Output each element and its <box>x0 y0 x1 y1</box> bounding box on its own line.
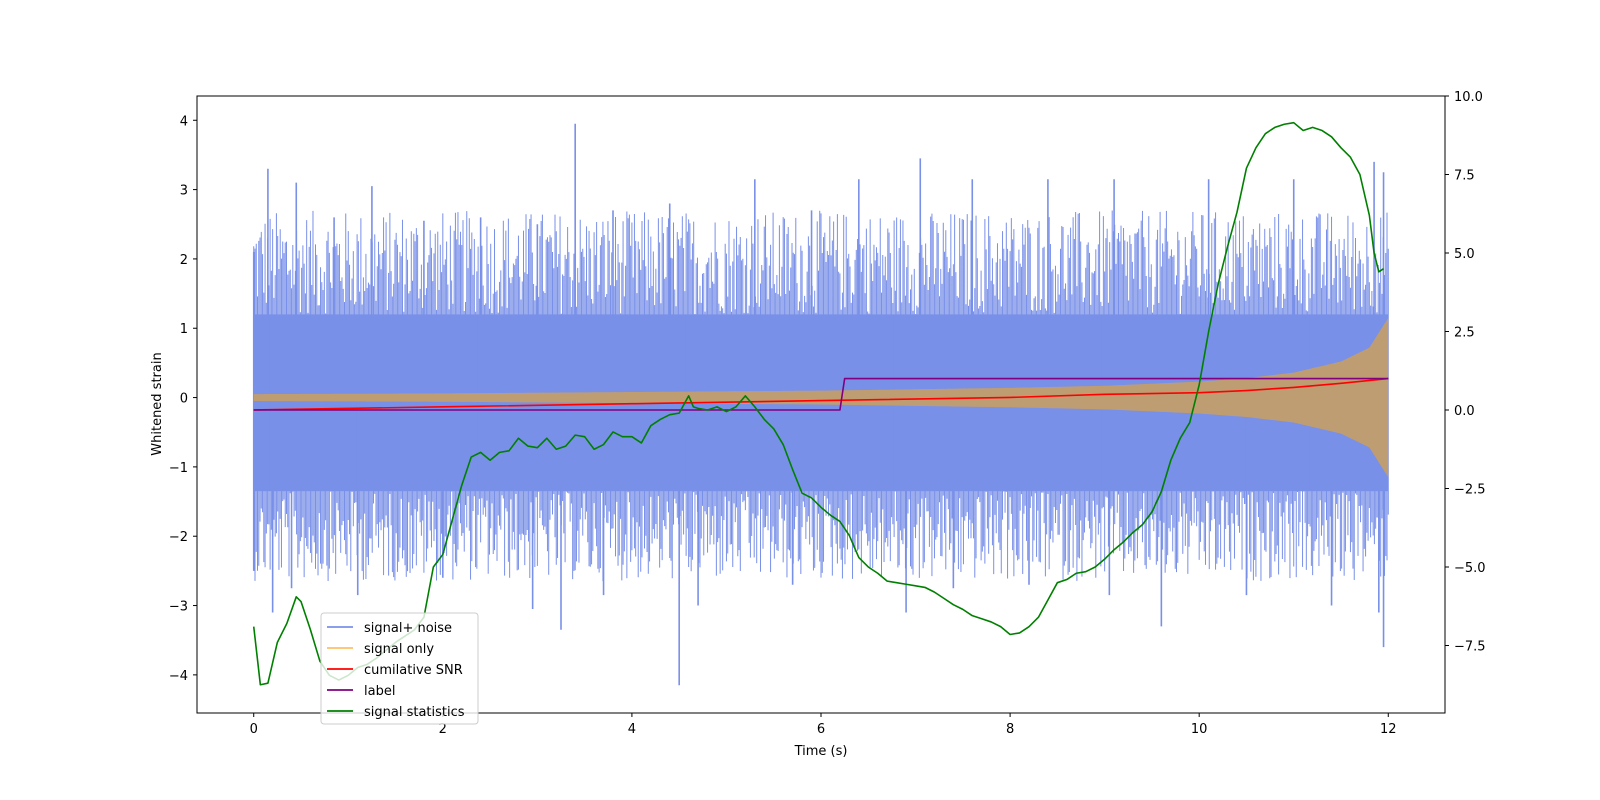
series-signal-statistics <box>252 121 1384 686</box>
x-tick-label: 12 <box>1380 722 1397 737</box>
legend-entry: signal+ noise <box>364 621 452 636</box>
series-signal-only <box>253 317 1389 478</box>
right-tick-label: 0.0 <box>1454 404 1475 419</box>
left-axis-ticks: −4 −3 −2 −1 0 1 2 3 4 <box>169 114 197 684</box>
plot-area <box>252 121 1389 686</box>
right-tick-label: 10.0 <box>1454 90 1483 105</box>
legend: signal+ noise signal only cumilative SNR la… <box>320 612 479 725</box>
legend-entry: signal statistics <box>364 705 465 720</box>
x-tick-label: 10 <box>1191 722 1208 737</box>
series-label <box>253 377 1389 411</box>
legend-box <box>320 612 479 725</box>
left-tick-label: 2 <box>180 253 188 268</box>
series-cumilative-snr <box>253 377 1389 411</box>
left-tick-label: −4 <box>169 669 188 684</box>
legend-entry: signal only <box>364 642 434 657</box>
right-tick-label: 5.0 <box>1454 247 1475 262</box>
right-tick-label: 2.5 <box>1454 325 1475 340</box>
right-tick-label: −7.5 <box>1454 639 1486 654</box>
right-axis-ticks: −7.5 −5.0 −2.5 0.0 2.5 5.0 7.5 10.0 <box>1445 90 1486 654</box>
x-axis-label: Time (s) <box>794 744 848 759</box>
x-tick-label: 4 <box>628 722 636 737</box>
left-tick-label: −1 <box>169 461 188 476</box>
noise-peaks <box>252 123 1385 686</box>
x-tick-label: 6 <box>817 722 825 737</box>
x-tick-label: 8 <box>1006 722 1014 737</box>
left-tick-label: −3 <box>169 600 188 615</box>
x-tick-label: 2 <box>439 722 447 737</box>
x-tick-label: 0 <box>250 722 258 737</box>
y-axis-label: Whitened strain <box>150 352 165 455</box>
left-tick-label: 4 <box>180 114 188 129</box>
left-tick-label: 3 <box>180 184 188 199</box>
x-axis-ticks: 0 2 4 6 8 10 12 <box>250 713 1397 737</box>
legend-entry: cumilative SNR <box>364 663 463 678</box>
right-tick-label: −2.5 <box>1454 482 1486 497</box>
legend-entry: label <box>364 684 395 699</box>
left-tick-label: −2 <box>169 530 188 545</box>
left-tick-label: 1 <box>180 322 188 337</box>
right-tick-label: 7.5 <box>1454 168 1475 183</box>
left-tick-label: 0 <box>180 392 188 407</box>
right-tick-label: −5.0 <box>1454 561 1486 576</box>
